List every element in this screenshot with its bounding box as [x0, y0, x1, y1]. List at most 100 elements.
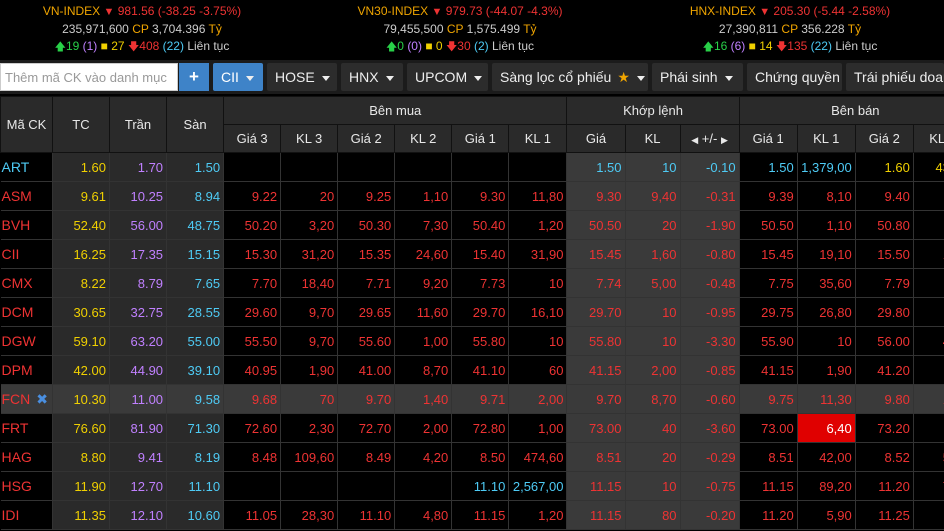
col-bid-vol-1[interactable]: KL 1	[508, 124, 568, 153]
col-ask-price-2[interactable]: Giá 2	[854, 124, 914, 153]
symbol-code[interactable]: ASM	[1, 188, 32, 204]
bid-price-1-cell: 9.30	[451, 181, 510, 211]
bid-vol-1-cell: 1,00	[508, 413, 568, 443]
col-bid-vol-2[interactable]: KL 2	[394, 124, 453, 153]
match-change-cell: -0.75	[680, 471, 740, 501]
symbol-code[interactable]: DPM	[1, 362, 33, 378]
match-price-cell: 1.50	[566, 152, 626, 182]
warrants-button[interactable]: Chứng quyền	[747, 63, 842, 91]
bid-vol-3-cell: 9,70	[280, 326, 339, 356]
table-row[interactable]: DGW 59.10 63.20 55.00 55.50 9,70 55.60 1,00 55.8…	[0, 326, 944, 356]
watchlist-dropdown[interactable]: CII	[213, 63, 263, 91]
symbol-cell[interactable]: DCM	[0, 297, 53, 327]
symbol-code[interactable]: CII	[1, 246, 20, 262]
table-row[interactable]: CII 16.25 17.35 15.15 15.30 31,20 15.35 24,60 15…	[0, 239, 944, 269]
table-row[interactable]: FCN ✖ 10.30 11.00 9.58 9.68 70 9.70 1,40 9.71 2,00…	[0, 384, 944, 414]
corporate-bonds-button[interactable]: Trái phiếu doan	[846, 63, 944, 91]
caret-left-icon[interactable]: ◀	[691, 135, 699, 145]
table-row[interactable]: HAG 8.80 9.41 8.19 8.48 109,60 8.49 4,20 8.50 474…	[0, 442, 944, 472]
symbol-cell[interactable]: ART	[0, 152, 53, 182]
col-bid-price-2[interactable]: Giá 2	[337, 124, 396, 153]
ask-price-1-cell: 41.15	[739, 355, 798, 385]
col-bid-price-1[interactable]: Giá 1	[451, 124, 510, 153]
symbol-code[interactable]: FCN	[1, 391, 31, 407]
bid-vol-3-cell: 1,90	[280, 355, 339, 385]
symbol-code[interactable]: HAG	[1, 449, 32, 465]
ref-price-cell: 1.60	[52, 152, 111, 182]
symbol-code[interactable]: ART	[1, 159, 30, 175]
col-match-vol[interactable]: KL	[624, 124, 681, 153]
table-row[interactable]: CMX 8.22 8.79 7.65 7.70 18,40 7.71 9,20 7.73 10 7.…	[0, 268, 944, 298]
add-symbol-input[interactable]	[1, 64, 177, 90]
col-symbol[interactable]: Mã CK	[0, 96, 53, 153]
bid-vol-3-cell: 109,60	[280, 442, 339, 472]
table-row[interactable]: ART 1.60 1.70 1.50 1.50 10 -0.10 1.50 1,379,00 1.…	[0, 152, 944, 182]
symbol-code[interactable]: BVH	[1, 217, 31, 233]
ask-vol-2-cell: 6,6	[913, 355, 944, 385]
star-icon: ★	[617, 69, 630, 85]
ask-vol-1-cell: 19,10	[797, 239, 856, 269]
bid-price-2-cell: 8.49	[337, 442, 396, 472]
symbol-cell[interactable]: BVH	[0, 210, 53, 240]
symbol-cell[interactable]: CMX	[0, 268, 53, 298]
stock-screener-button[interactable]: Sàng lọc cổ phiếu ★	[492, 63, 648, 91]
col-ask-price-1[interactable]: Giá 1	[738, 124, 798, 153]
caret-right-icon[interactable]: ▶	[720, 135, 728, 145]
symbol-cell[interactable]: DPM	[0, 355, 53, 385]
symbol-cell[interactable]: ASM	[0, 181, 53, 211]
vn-index-summary[interactable]: VN-INDEX ▼ 981.56 (-38.25 -3.75%) 235,97…	[22, 3, 262, 56]
symbol-cell[interactable]: IDI	[0, 500, 53, 530]
table-row[interactable]: DCM 30.65 32.75 28.55 29.60 9,70 29.65 11,60 29.…	[0, 297, 944, 327]
table-row[interactable]: IDI 11.35 12.10 10.60 11.05 28,30 11.10 4,80 11.…	[0, 500, 944, 530]
bid-vol-1-cell: 2,567,00	[508, 471, 568, 501]
symbol-cell[interactable]: HSG	[0, 471, 53, 501]
table-row[interactable]: DPM 42.00 44.90 39.10 40.95 1,90 41.00 8,70 41.1…	[0, 355, 944, 385]
add-symbol-button[interactable]: +	[179, 63, 209, 91]
symbol-code[interactable]: DCM	[1, 304, 34, 320]
match-vol-cell: 40	[625, 413, 681, 443]
bid-vol-1-cell: 2,00	[508, 384, 568, 414]
col-ref[interactable]: TC	[51, 96, 111, 153]
symbol-code[interactable]: IDI	[1, 507, 20, 523]
derivatives-dropdown[interactable]: Phái sinh	[652, 63, 743, 91]
symbol-cell[interactable]: HAG	[0, 442, 53, 472]
ceiling-price-cell: 56.00	[109, 210, 168, 240]
header-row-cols: Giá 3 KL 3 Giá 2 KL 2 Giá 1 KL 1 Giá KL …	[1, 124, 944, 153]
table-row[interactable]: HSG 11.90 12.70 11.10 11.10 2,567,00 11.15 10 -0…	[0, 471, 944, 501]
table-row[interactable]: BVH 52.40 56.00 48.75 50.20 3,20 50.30 7,30 50.4…	[0, 210, 944, 240]
symbol-cell[interactable]: CII	[0, 239, 53, 269]
match-vol-cell: 20	[625, 210, 681, 240]
symbol-cell[interactable]: DGW	[0, 326, 53, 356]
symbol-cell[interactable]: FCN ✖	[0, 384, 53, 414]
col-ask-vol-1[interactable]: KL 1	[796, 124, 856, 153]
col-ceiling[interactable]: Trần	[108, 96, 168, 153]
symbol-code[interactable]: CMX	[1, 275, 33, 291]
col-match-price[interactable]: Giá	[566, 124, 626, 153]
remove-symbol-icon[interactable]: ✖	[36, 391, 48, 407]
col-floor[interactable]: Sàn	[166, 96, 225, 153]
symbol-code[interactable]: HSG	[1, 478, 32, 494]
col-ask-vol-2[interactable]: KL 2	[912, 124, 944, 153]
upcom-dropdown[interactable]: UPCOM	[407, 63, 488, 91]
ask-group-header: Bên bán	[738, 96, 944, 125]
bid-price-3-cell: 7.70	[223, 268, 282, 298]
bid-vol-3-cell	[280, 471, 339, 501]
ask-price-2-cell: 8.52	[855, 442, 914, 472]
symbol-code[interactable]: FRT	[1, 420, 29, 436]
hnx-label: HNX	[349, 69, 379, 85]
vn30-index-summary[interactable]: VN30-INDEX ▼ 979.73 (-44.07 -4.3%) 79,45…	[355, 3, 565, 56]
symbol-cell[interactable]: FRT	[0, 413, 53, 443]
hnx-dropdown[interactable]: HNX	[341, 63, 403, 91]
col-bid-price-3[interactable]: Giá 3	[223, 124, 282, 153]
ceiling-price-cell: 44.90	[109, 355, 168, 385]
hnx-index-summary[interactable]: HNX-INDEX ▼ 205.30 (-5.44 -2.58%) 27,390…	[665, 3, 915, 56]
hose-dropdown[interactable]: HOSE	[267, 63, 337, 91]
table-row[interactable]: FRT 76.60 81.90 71.30 72.60 2,30 72.70 2,00 72.8…	[0, 413, 944, 443]
index-value: 979.73	[445, 4, 483, 18]
col-match-change[interactable]: ◀ +/- ▶	[679, 124, 740, 153]
col-bid-vol-3[interactable]: KL 3	[280, 124, 339, 153]
table-row[interactable]: ASM 9.61 10.25 8.94 9.22 20 9.25 1,10 9.30 11,80 9…	[0, 181, 944, 211]
add-symbol-search[interactable]	[0, 63, 178, 91]
symbol-code[interactable]: DGW	[1, 333, 36, 349]
bid-vol-3-cell	[280, 152, 339, 182]
